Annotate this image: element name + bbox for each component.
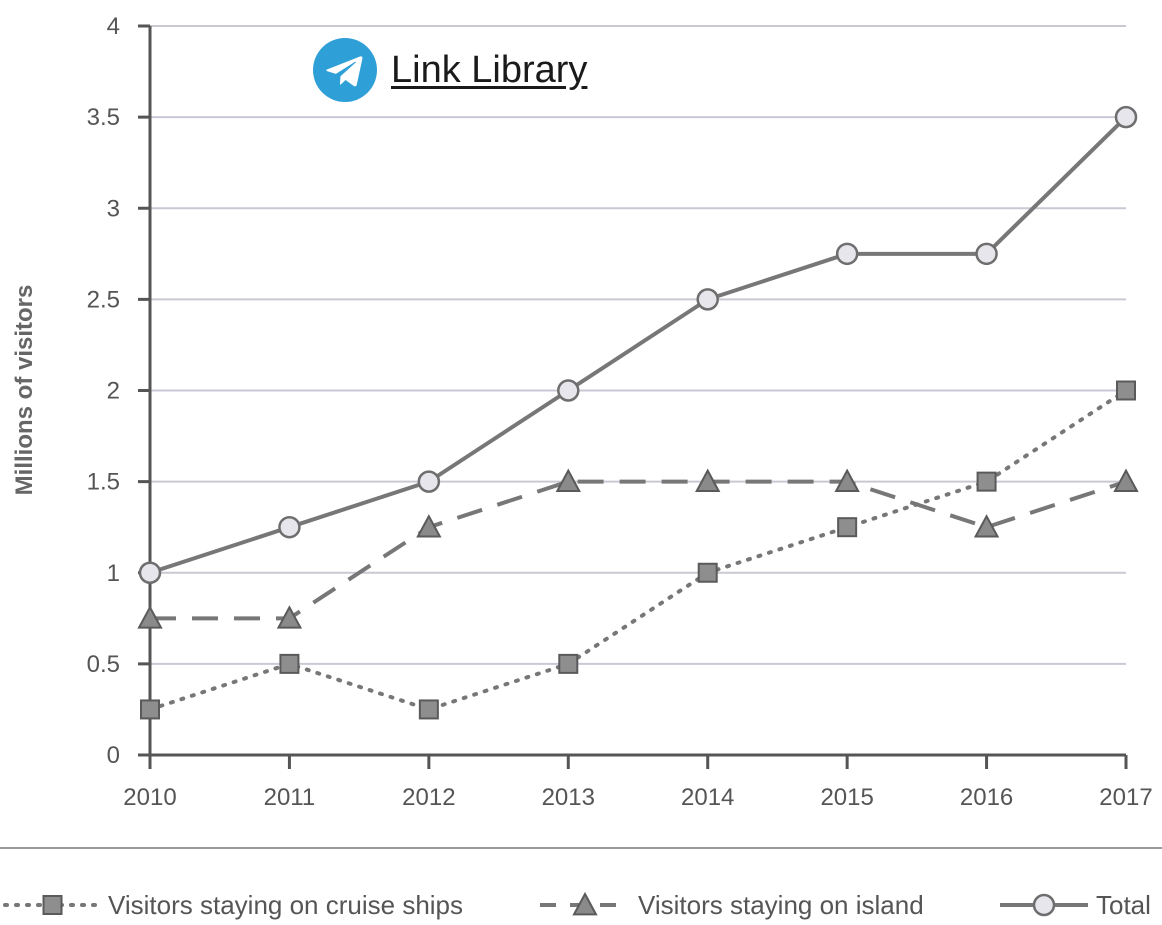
x-tick-labels: 2010 2011 2012 2013 2014 2015 2016 2017 <box>123 784 1152 811</box>
series-0-point-5 <box>837 517 858 538</box>
y-tick-labels: 0 0.5 1 1.5 2 2.5 3 3.5 4 <box>87 13 120 769</box>
series-2-point-4 <box>696 288 719 311</box>
series-1-point-5 <box>834 468 860 492</box>
series-1-point-0 <box>137 605 163 629</box>
series-0-point-7 <box>1116 380 1136 401</box>
series-1-point-7 <box>1113 468 1139 492</box>
series-0-point-1 <box>279 653 300 674</box>
y-axis-title: Millions of visitors <box>11 285 38 496</box>
series-1-point-2 <box>416 514 442 538</box>
series-2-point-6 <box>975 242 998 266</box>
series-0-point-4 <box>697 562 718 583</box>
y-tick-label-1: 0.5 <box>87 651 120 678</box>
series-1-point-4 <box>695 468 721 492</box>
series-2-point-2 <box>417 470 441 493</box>
legend-label-1: Visitors staying on island <box>638 890 924 920</box>
x-tick-label-4: 2014 <box>681 784 734 811</box>
x-tick-label-6: 2016 <box>960 784 1013 811</box>
series-markers <box>137 105 1139 720</box>
y-tick-label-7: 3.5 <box>87 104 120 131</box>
x-tick-label-2: 2012 <box>402 784 455 811</box>
x-tick-label-0: 2010 <box>123 784 176 811</box>
x-tick-label-5: 2015 <box>820 784 873 811</box>
series-2-point-7 <box>1114 105 1138 129</box>
y-tick-label-0: 0 <box>107 742 120 769</box>
series-lines <box>148 115 1128 712</box>
y-tick-label-2: 1 <box>107 560 120 587</box>
series-0-point-0 <box>140 699 160 720</box>
legend: Visitors staying on cruise ships Visitors… <box>3 890 1151 920</box>
series-1-point-3 <box>555 468 581 492</box>
series-2-point-3 <box>557 379 580 402</box>
y-tick-label-5: 2.5 <box>87 286 120 313</box>
series-line-1 <box>150 479 1127 621</box>
telegram-icon <box>313 38 377 102</box>
legend-marker-1 <box>572 891 598 916</box>
y-tick-label-3: 1.5 <box>87 469 120 496</box>
legend-marker-0 <box>42 895 63 915</box>
y-tick-label-6: 3 <box>107 195 120 222</box>
x-tick-label-7: 2017 <box>1099 784 1152 811</box>
series-2-point-0 <box>138 561 162 584</box>
link-library-watermark[interactable]: Link Library <box>313 38 594 102</box>
series-0-point-3 <box>558 653 579 674</box>
series-2-point-5 <box>835 242 859 266</box>
y-tick-label-8: 4 <box>107 13 120 40</box>
series-0-point-2 <box>418 699 439 720</box>
x-tick-label-3: 2013 <box>542 784 595 811</box>
series-1-point-1 <box>276 605 303 629</box>
series-1-point-6 <box>973 514 1000 538</box>
y-tick-label-4: 2 <box>107 378 120 405</box>
link-library-text[interactable]: Link Library <box>391 48 588 91</box>
series-line-2 <box>149 115 1128 575</box>
series-0-point-6 <box>976 471 997 492</box>
x-tick-label-1: 2011 <box>264 784 316 811</box>
legend-label-0: Visitors staying on cruise ships <box>108 890 463 920</box>
legend-marker-2 <box>1032 893 1056 917</box>
legend-label-2: Total <box>1096 890 1151 920</box>
series-2-point-1 <box>278 515 301 539</box>
